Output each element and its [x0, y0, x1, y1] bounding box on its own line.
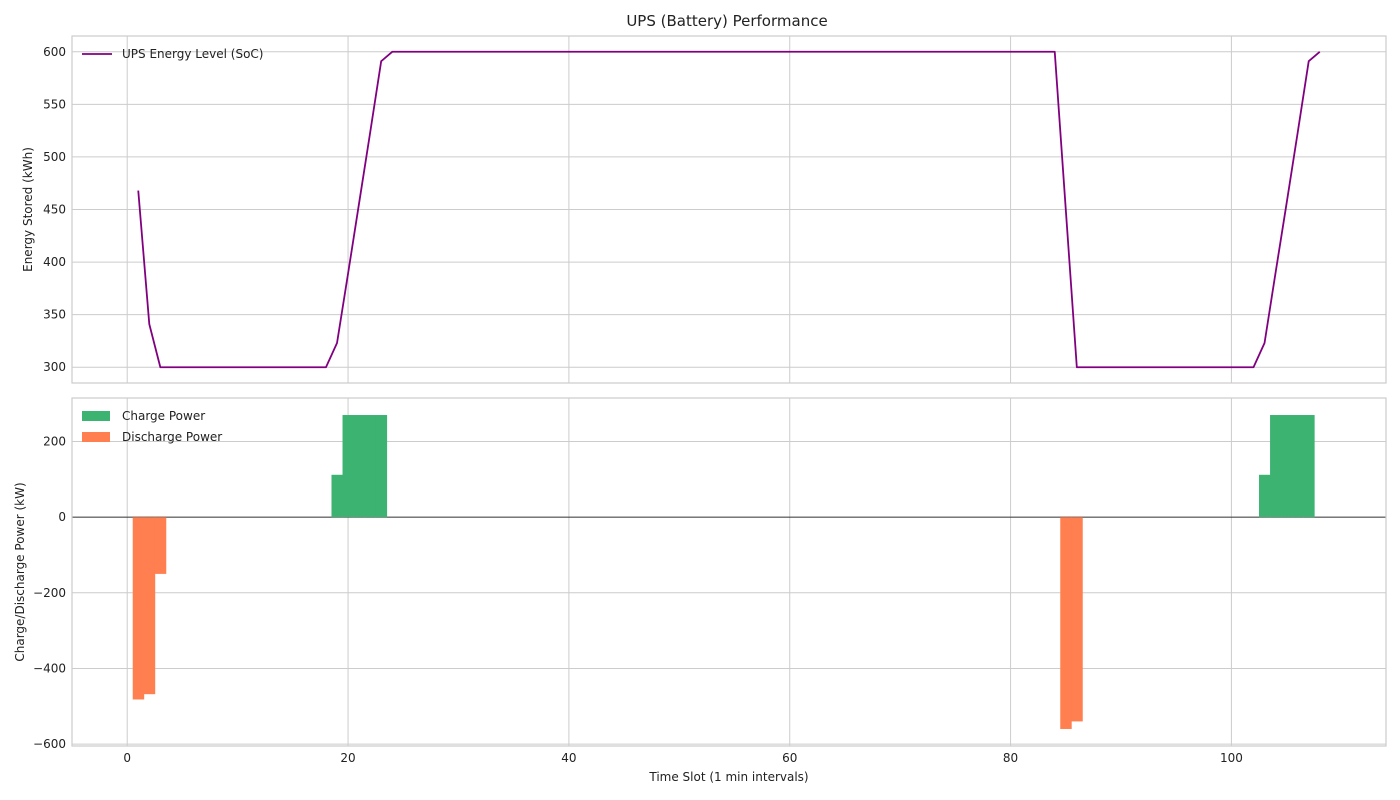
legend-label: UPS Energy Level (SoC): [122, 47, 263, 61]
y-tick-label: 0: [58, 510, 66, 524]
charge-bar: [1270, 415, 1282, 518]
y-tick-label: 300: [43, 360, 66, 374]
discharge-bar: [1060, 517, 1072, 729]
legend: Charge Power Discharge Power: [82, 409, 222, 444]
axes-frame: [71, 35, 1387, 384]
legend-label: Discharge Power: [122, 430, 222, 444]
legend-swatch: [82, 432, 110, 442]
charge-bar: [1292, 415, 1304, 518]
charge-bar: [342, 415, 354, 518]
x-tick-label: 40: [561, 751, 576, 765]
legend-swatch: [82, 411, 110, 421]
discharge-bar: [1071, 517, 1083, 722]
discharge-bar: [143, 517, 156, 695]
y-tick-label: 450: [43, 203, 66, 217]
y-tick-label: 400: [43, 255, 66, 269]
y-tick-label: 350: [43, 308, 66, 322]
charge-bar: [1303, 415, 1315, 518]
power-panel: −600 −400 −200 0 200 0 20 40 60 80 100 Charge/Disch…: [13, 397, 1387, 784]
axes-frame: [71, 397, 1387, 747]
energy-level-panel: 300 350 400 450 500 550 600 Energy Stored (kWh)…: [21, 35, 1387, 384]
chart-title: UPS (Battery) Performance: [626, 12, 827, 30]
x-tick-label: 80: [1003, 751, 1018, 765]
y-axis-label: Charge/Discharge Power (kW): [13, 482, 27, 661]
energy-level-line: [137, 50, 1321, 369]
x-axis-label: Time Slot (1 min intervals): [648, 770, 808, 784]
x-tick-label: 0: [123, 751, 131, 765]
charge-bar: [375, 415, 388, 518]
charge-bar: [1281, 415, 1293, 518]
y-tick-label: 200: [43, 435, 66, 449]
charge-bar: [331, 474, 343, 518]
charge-bar: [353, 415, 366, 518]
y-tick-label: −600: [33, 737, 66, 751]
y-tick-label: 600: [43, 45, 66, 59]
discharge-bar: [132, 517, 145, 700]
x-tick-label: 60: [782, 751, 797, 765]
y-axis-label: Energy Stored (kWh): [21, 147, 35, 272]
y-tick-label: −200: [33, 586, 66, 600]
x-tick-label: 100: [1220, 751, 1243, 765]
charge-bar: [364, 415, 377, 518]
charge-bar: [1259, 474, 1271, 518]
legend: UPS Energy Level (SoC): [82, 47, 263, 61]
y-tick-label: 500: [43, 150, 66, 164]
discharge-bar: [154, 517, 167, 574]
x-tick-label: 20: [340, 751, 355, 765]
legend-label: Charge Power: [122, 409, 205, 423]
y-tick-label: 550: [43, 97, 66, 111]
y-tick-label: −400: [33, 661, 66, 675]
